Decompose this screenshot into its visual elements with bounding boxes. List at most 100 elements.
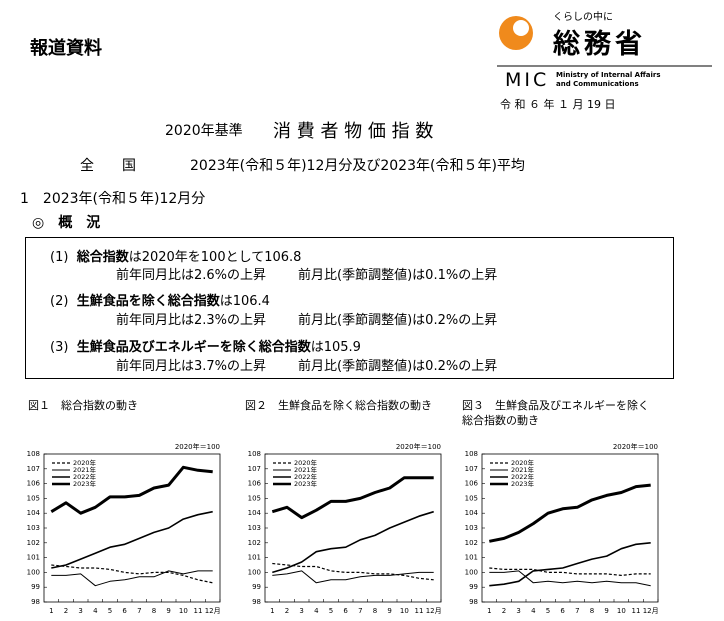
- yoy: 前年同月比は2.6%の上昇: [116, 268, 267, 283]
- y-tick-label: 107: [27, 465, 40, 473]
- x-tick-label: 2: [285, 607, 289, 615]
- x-tick-label: 5: [108, 607, 112, 615]
- series-line: [489, 567, 651, 576]
- y-tick-label: 102: [248, 539, 261, 547]
- x-tick-label: 9: [387, 607, 391, 615]
- x-tick-label: 7: [575, 607, 579, 615]
- y-tick-label: 100: [27, 568, 40, 576]
- logo-english: and Communications: [556, 80, 639, 88]
- release-date: 令 和 ６ 年 １ 月 19 日: [500, 98, 616, 111]
- summary-item: (1) 総合指数は2020年を100として106.8: [50, 246, 301, 265]
- series-line: [272, 510, 434, 574]
- y-tick-label: 101: [248, 554, 261, 562]
- x-tick-label: 1: [270, 607, 274, 615]
- series-line: [489, 542, 651, 587]
- logo-mark-inner: [513, 20, 529, 36]
- summary-item: (2) 生鮮食品を除く総合指数は106.4: [50, 290, 270, 309]
- mom: 前月比(季節調整値)は0.2%の上昇: [298, 313, 498, 328]
- series-line: [272, 570, 434, 584]
- index-level: は2020年を100として106.8: [128, 250, 302, 265]
- legend-label: 2023年: [511, 479, 535, 488]
- y-tick-label: 99: [31, 583, 40, 591]
- y-tick-label: 98: [252, 598, 261, 606]
- legend-label: 2021年: [511, 465, 535, 474]
- logo-abbr: MIC: [505, 69, 550, 91]
- x-tick-label: 8: [373, 607, 377, 615]
- item-number: (1): [50, 250, 69, 265]
- x-tick-label: 11: [632, 607, 641, 615]
- y-tick-label: 102: [27, 539, 40, 547]
- y-tick-label: 101: [27, 554, 40, 562]
- section-subheading: ◎ 概 況: [32, 215, 101, 231]
- x-tick-label: 9: [604, 607, 608, 615]
- mom: 前月比(季節調整値)は0.2%の上昇: [298, 359, 498, 374]
- x-tick-label: 7: [358, 607, 362, 615]
- y-tick-label: 103: [465, 524, 478, 532]
- plot-frame: [481, 453, 659, 603]
- series-line: [489, 570, 651, 587]
- scope-area: 全 国: [80, 158, 136, 174]
- series-line: [272, 562, 434, 581]
- x-tick-label: 12月: [643, 607, 659, 615]
- legend-label: 2022年: [511, 472, 535, 481]
- summary-change: 前年同月比は2.3%の上昇 前月比(季節調整値)は0.2%の上昇: [116, 309, 497, 328]
- x-tick-label: 12月: [426, 607, 442, 615]
- y-tick-label: 106: [248, 480, 262, 488]
- mom: 前月比(季節調整値)は0.1%の上昇: [298, 268, 498, 283]
- section-heading: 1 2023年(令和５年)12月分: [20, 191, 206, 207]
- logo-english: Ministry of Internal Affairs: [556, 71, 661, 79]
- title-base: 2020年基準: [165, 123, 243, 139]
- index-name: 生鮮食品を除く総合指数: [76, 294, 220, 309]
- x-tick-label: 6: [343, 607, 348, 615]
- plot-frame: [43, 453, 221, 603]
- y-tick-label: 104: [27, 509, 41, 517]
- x-tick-label: 10: [400, 607, 409, 615]
- series-line: [51, 510, 213, 569]
- y-tick-label: 100: [465, 568, 478, 576]
- x-tick-label: 8: [152, 607, 156, 615]
- summary-box: (1) 総合指数は2020年を100として106.8 前年同月比は2.6%の上昇…: [25, 237, 674, 379]
- x-tick-label: 3: [516, 607, 520, 615]
- y-tick-label: 105: [248, 494, 261, 502]
- y-tick-label: 107: [465, 465, 478, 473]
- y-tick-label: 103: [248, 524, 261, 532]
- x-tick-label: 6: [122, 607, 127, 615]
- x-tick-label: 10: [179, 607, 188, 615]
- y-tick-label: 102: [465, 539, 478, 547]
- yoy: 前年同月比は2.3%の上昇: [116, 313, 267, 328]
- title-main: 消 費 者 物 価 指 数: [273, 121, 434, 142]
- series-line: [489, 483, 651, 543]
- x-tick-label: 2: [502, 607, 506, 615]
- y-tick-label: 99: [252, 583, 261, 591]
- x-tick-label: 4: [531, 607, 536, 615]
- y-tick-label: 108: [27, 450, 40, 458]
- y-tick-label: 105: [465, 494, 478, 502]
- x-tick-label: 11: [415, 607, 424, 615]
- y-tick-label: 99: [469, 583, 478, 591]
- x-tick-label: 7: [137, 607, 141, 615]
- x-tick-label: 10: [617, 607, 626, 615]
- x-tick-label: 2: [64, 607, 68, 615]
- y-tick-label: 104: [248, 509, 262, 517]
- legend-label: 2022年: [73, 472, 97, 481]
- x-tick-label: 6: [560, 607, 565, 615]
- index-level: は105.9: [310, 340, 361, 355]
- legend-label: 2021年: [73, 465, 97, 474]
- index-level: は106.4: [219, 294, 270, 309]
- legend-label: 2023年: [73, 479, 97, 488]
- y-tick-label: 108: [248, 450, 261, 458]
- unit-note: 2020年＝100: [175, 442, 220, 451]
- logo-tagline: くらしの中に: [553, 12, 613, 23]
- y-tick-label: 106: [465, 480, 479, 488]
- unit-note: 2020年＝100: [396, 442, 441, 451]
- press-label: 報道資料: [30, 38, 102, 59]
- x-tick-label: 9: [166, 607, 170, 615]
- chart-title: 図１ 総合指数の動き: [28, 399, 138, 412]
- series-line: [51, 570, 213, 587]
- y-tick-label: 100: [248, 568, 261, 576]
- summary-item: (3) 生鮮食品及びエネルギーを除く総合指数は105.9: [50, 336, 361, 355]
- y-tick-label: 98: [31, 598, 40, 606]
